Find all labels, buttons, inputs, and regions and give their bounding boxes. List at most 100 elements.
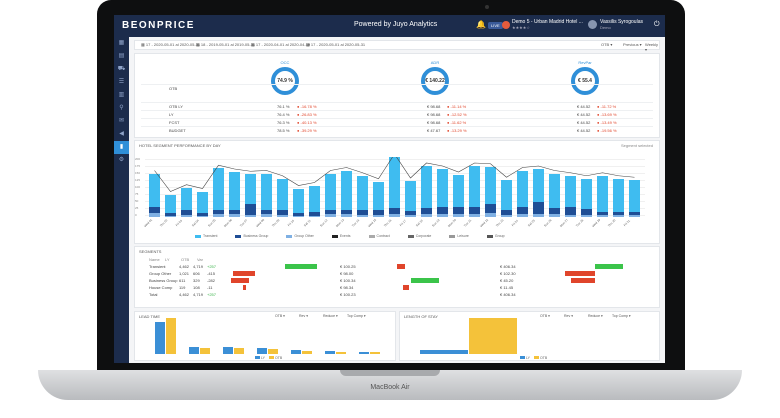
segment-dark bbox=[229, 209, 240, 214]
day-bar[interactable] bbox=[565, 175, 576, 217]
panel-filter[interactable]: OTB ▾ bbox=[540, 314, 550, 318]
panel-filter[interactable]: Top Comp ▾ bbox=[347, 314, 366, 318]
gear-icon[interactable]: ⚙ bbox=[118, 157, 125, 163]
segment-mid bbox=[453, 214, 464, 217]
grid-icon[interactable]: ▦ bbox=[118, 40, 125, 46]
day-bar[interactable] bbox=[293, 188, 304, 217]
x-tick-label: Sun 26 bbox=[542, 218, 553, 228]
bar-ly[interactable] bbox=[189, 346, 199, 354]
bar-otb[interactable] bbox=[302, 350, 312, 354]
chat-icon[interactable]: ✉ bbox=[118, 118, 125, 124]
day-bar[interactable] bbox=[245, 174, 256, 217]
day-bar[interactable] bbox=[453, 175, 464, 217]
bar-ly[interactable] bbox=[257, 347, 267, 354]
day-bar[interactable] bbox=[261, 173, 272, 217]
day-bar[interactable] bbox=[165, 194, 176, 217]
date-range-selector[interactable]: ▦ 17 - 2020-04-01 al 2020-04-19 bbox=[251, 42, 311, 47]
building-icon[interactable]: ▥ bbox=[118, 92, 125, 98]
user-menu[interactable]: Vassilis Syrogoulas Demo bbox=[600, 19, 643, 30]
bar-otb[interactable] bbox=[469, 318, 517, 354]
date-range-selector[interactable]: ▦ 17 - 2020-05-01 al 2020-05-31 bbox=[141, 42, 201, 47]
legend-item[interactable]: Leisure bbox=[449, 234, 469, 238]
legend-item[interactable]: LY bbox=[255, 356, 265, 360]
day-bar[interactable] bbox=[485, 166, 496, 217]
date-range-selector[interactable]: ▦ 17 - 2020-05-01 al 2020-05-31 bbox=[306, 42, 366, 47]
binoculars-icon[interactable]: ⚲ bbox=[119, 105, 124, 111]
day-bar[interactable] bbox=[405, 181, 416, 217]
day-bar[interactable] bbox=[389, 157, 400, 217]
day-bar[interactable] bbox=[181, 187, 192, 217]
day-bar[interactable] bbox=[597, 175, 608, 217]
hotel-selector[interactable]: Demo 5 - Urban Madrid Hotel ... ★★★★☆ bbox=[502, 19, 592, 30]
day-bar[interactable] bbox=[469, 166, 480, 217]
day-bar[interactable] bbox=[581, 178, 592, 217]
bar-ly[interactable] bbox=[325, 350, 335, 354]
day-bar[interactable] bbox=[517, 170, 528, 217]
megaphone-icon[interactable]: ◀ bbox=[119, 131, 124, 137]
legend-item[interactable]: Business Group bbox=[235, 234, 268, 238]
day-bar[interactable] bbox=[229, 172, 240, 217]
filter-dropdown[interactable]: Weekly ▾ bbox=[645, 42, 659, 52]
day-bar[interactable] bbox=[549, 173, 560, 217]
panel-filter[interactable]: Reduce ▾ bbox=[588, 314, 603, 318]
bar-ly[interactable] bbox=[223, 346, 233, 354]
day-bar[interactable] bbox=[533, 169, 544, 217]
day-bar[interactable] bbox=[309, 185, 320, 217]
segment-dark bbox=[325, 209, 336, 214]
legend-item[interactable]: Group bbox=[486, 234, 505, 238]
bar-otb[interactable] bbox=[268, 348, 278, 354]
date-range-selector[interactable]: ▦ 18 - 2019-05-01 al 2019-05-31 bbox=[196, 42, 256, 47]
bar-otb[interactable] bbox=[370, 352, 380, 354]
legend-label: Transient bbox=[203, 234, 218, 238]
day-bar[interactable] bbox=[629, 180, 640, 217]
bar-otb[interactable] bbox=[336, 351, 346, 354]
filter-dropdown[interactable]: OTB ▾ bbox=[601, 42, 613, 47]
day-bar[interactable] bbox=[341, 170, 352, 217]
power-icon[interactable]: ⏻ bbox=[654, 21, 660, 28]
bar-otb[interactable] bbox=[166, 318, 176, 354]
avatar[interactable] bbox=[588, 20, 597, 29]
day-bar[interactable] bbox=[197, 191, 208, 217]
legend-item[interactable]: OTB bbox=[269, 356, 282, 360]
car-icon[interactable]: ⛟ bbox=[117, 66, 126, 72]
day-bar[interactable] bbox=[373, 181, 384, 217]
day-bar[interactable] bbox=[357, 175, 368, 217]
bar-otb[interactable] bbox=[200, 347, 210, 354]
legend-swatch bbox=[368, 234, 375, 238]
day-bar[interactable] bbox=[421, 166, 432, 217]
bar-ly[interactable] bbox=[155, 322, 165, 354]
bar-ly[interactable] bbox=[420, 350, 468, 354]
legend-item[interactable]: LY bbox=[520, 356, 530, 360]
filter-dropdown[interactable]: Previous ▾ bbox=[623, 42, 642, 47]
panel-filter[interactable]: Rev ▾ bbox=[564, 314, 573, 318]
legend-swatch bbox=[235, 234, 242, 238]
panel-filter[interactable]: OTB ▾ bbox=[275, 314, 285, 318]
bar-otb[interactable] bbox=[234, 347, 244, 354]
panel-filter[interactable]: Reduce ▾ bbox=[323, 314, 338, 318]
segment-mid bbox=[309, 215, 320, 217]
day-bar[interactable] bbox=[149, 173, 160, 217]
bar-ly[interactable] bbox=[291, 349, 301, 354]
legend-item[interactable]: Contract bbox=[368, 234, 390, 238]
panel-filter[interactable]: Top Comp ▾ bbox=[612, 314, 631, 318]
calendar-icon[interactable]: ▤ bbox=[118, 53, 125, 59]
app-logo[interactable]: BEONPRICE bbox=[122, 20, 195, 31]
legend-item[interactable]: Events bbox=[331, 234, 351, 238]
bar-ly[interactable] bbox=[359, 351, 369, 354]
segment-dark bbox=[613, 211, 624, 215]
day-bar[interactable] bbox=[501, 180, 512, 217]
day-bar[interactable] bbox=[213, 168, 224, 217]
legend-item[interactable]: Corporate bbox=[407, 234, 431, 238]
legend-item[interactable]: OTB bbox=[534, 356, 547, 360]
kpi-value: € 98.68 bbox=[427, 104, 441, 109]
day-bar[interactable] bbox=[437, 169, 448, 217]
legend-item[interactable]: Group Other bbox=[286, 234, 314, 238]
list-icon[interactable]: ☰ bbox=[118, 79, 125, 85]
day-bar[interactable] bbox=[613, 178, 624, 217]
day-bar[interactable] bbox=[277, 178, 288, 217]
panel-filter[interactable]: Rev ▾ bbox=[299, 314, 308, 318]
day-bar[interactable] bbox=[325, 173, 336, 217]
chart-icon[interactable]: ▮ bbox=[114, 141, 129, 154]
legend-item[interactable]: Transient bbox=[195, 234, 217, 238]
bell-icon[interactable]: 🔔 bbox=[476, 20, 486, 29]
